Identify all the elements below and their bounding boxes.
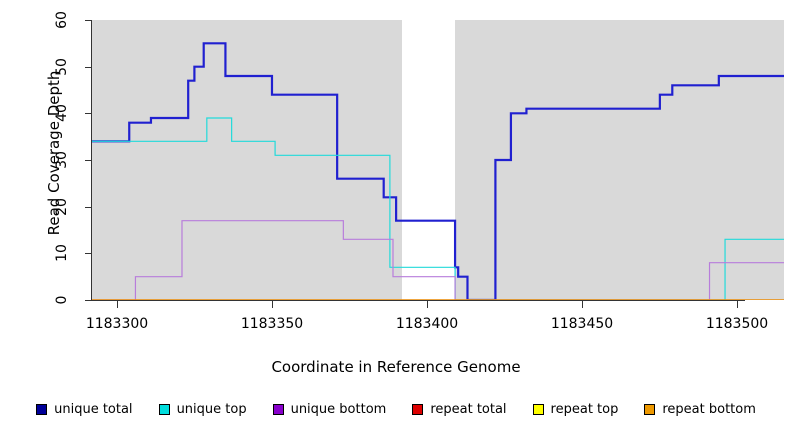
legend-item-label: unique bottom: [290, 401, 387, 417]
coverage-gap-band: [402, 20, 456, 300]
legend-item-unique-bottom[interactable]: unique bottom: [272, 401, 387, 417]
legend-swatch-icon: [158, 403, 170, 415]
y-tick-label: 30: [54, 151, 70, 169]
y-tick-label: 50: [54, 58, 70, 76]
legend-swatch-icon: [532, 403, 544, 415]
series-unique-top: [92, 117, 784, 300]
y-tick: [85, 300, 91, 301]
x-tick: [427, 301, 428, 308]
y-tick-label: 60: [54, 11, 70, 29]
legend-swatch-icon: [412, 403, 424, 415]
legend-item-unique-top[interactable]: unique top: [158, 401, 247, 417]
y-tick: [85, 113, 91, 114]
plot-area: [92, 20, 784, 300]
x-tick-label: 1183500: [705, 316, 769, 332]
series-unique-bottom: [92, 220, 784, 300]
x-tick-label: 1183400: [395, 316, 459, 332]
series-curves: [92, 42, 784, 300]
y-tick-label: 0: [54, 295, 70, 305]
x-tick: [737, 301, 738, 308]
y-tick-label: 40: [54, 104, 70, 122]
y-tick: [85, 253, 91, 254]
legend-item-repeat-bottom[interactable]: repeat bottom: [644, 403, 756, 416]
legend-item-repeat-total[interactable]: repeat total: [412, 401, 507, 417]
y-axis-line: [91, 20, 92, 301]
y-tick-label: 10: [54, 244, 70, 262]
y-tick: [85, 160, 91, 161]
y-tick-label: 20: [54, 198, 70, 216]
legend-swatch-icon: [644, 403, 656, 415]
legend-item-label: unique total: [54, 401, 133, 417]
legend-item-label: repeat top: [550, 401, 619, 417]
legend-item-repeat-top[interactable]: repeat top: [532, 401, 619, 417]
legend-item-unique-total[interactable]: unique total: [36, 401, 133, 417]
x-tick-label: 1183350: [240, 316, 304, 332]
x-tick: [117, 301, 118, 308]
y-tick: [85, 20, 91, 21]
x-tick-label: 1183450: [550, 316, 614, 332]
x-tick: [582, 301, 583, 308]
y-tick: [85, 67, 91, 68]
legend-item-label: unique top: [176, 401, 247, 417]
legend-swatch-icon: [36, 403, 48, 415]
legend-swatch-icon: [272, 403, 284, 415]
chart-legend: unique total unique top unique bottom repea…: [0, 398, 792, 420]
legend-item-label: repeat total: [430, 401, 507, 417]
y-tick: [85, 207, 91, 208]
x-axis-line: [92, 300, 745, 301]
series-unique-total: [92, 42, 784, 300]
x-axis-title: Coordinate in Reference Genome: [271, 358, 521, 376]
legend-item-label: repeat bottom: [662, 401, 756, 417]
x-tick-label: 1183300: [85, 316, 149, 332]
x-tick: [272, 301, 273, 308]
